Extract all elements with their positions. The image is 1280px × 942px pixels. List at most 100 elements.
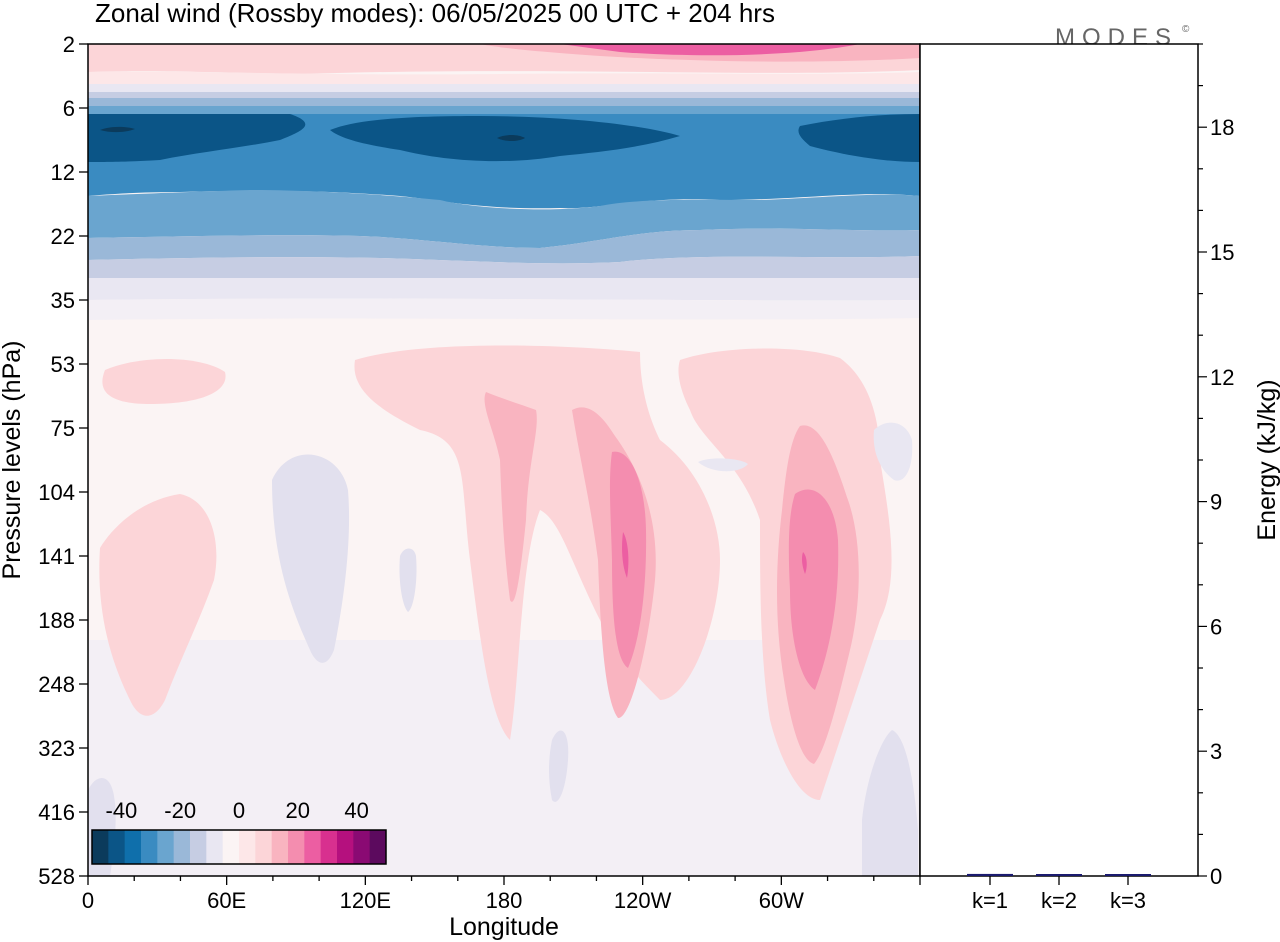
blob-neg-323-180 [549, 730, 569, 802]
colorbar-swatch [320, 830, 338, 864]
colorbar-swatch [124, 830, 142, 864]
band-jet-max-2 [497, 135, 525, 141]
band-strat-neg-1 [88, 84, 920, 92]
band-strat-neg-2 [88, 92, 920, 98]
band-strat-neg-6 [88, 228, 920, 264]
colorbar-swatch [353, 830, 371, 864]
y2-tick-label: 15 [1210, 240, 1234, 265]
x-tick-label: 60W [759, 888, 804, 913]
y-tick-label: 75 [51, 416, 75, 441]
y2-tick-label: 0 [1210, 864, 1222, 889]
blob-pos-max-120w [622, 532, 629, 578]
band-jet-core [88, 114, 306, 162]
energy-axis: 0 3 6 9 12 15 18 [1198, 43, 1234, 889]
colorbar-swatch [141, 830, 158, 864]
colorbar-swatch [222, 830, 240, 864]
energy-bar [1036, 874, 1082, 876]
band-jet-max-1 [100, 126, 135, 133]
band-strat-pos-3 [560, 44, 860, 56]
energy-category-label: k=1 [972, 888, 1008, 913]
energy-category-label: k=3 [1110, 888, 1146, 913]
y2-tick-label: 9 [1210, 490, 1222, 515]
colorbar-swatch [108, 830, 126, 864]
y-tick-label: 141 [38, 544, 75, 569]
y2-axis-label: Energy (kJ/kg) [1253, 379, 1280, 540]
colorbar-tick-label: 40 [344, 798, 368, 823]
blob-pos-mid-180 [484, 392, 537, 602]
band-strat-neg-5 [88, 190, 920, 248]
colorbar: -40 -20 0 20 40 [91, 798, 387, 865]
zonal-wind-contour-field [87, 43, 921, 877]
energy-panel: k=1 k=2 k=3 0 3 6 9 12 15 18 [919, 43, 1234, 913]
blob-neg-75-far-east [873, 422, 913, 481]
x-tick-label: 120W [614, 888, 672, 913]
colorbar-swatch [288, 830, 305, 864]
colorbar-frame [91, 829, 387, 865]
colorbar-swatch [369, 830, 387, 864]
colorbar-swatch [271, 830, 289, 864]
energy-bar [967, 873, 1013, 876]
band-strat-neg-7 [88, 256, 920, 278]
y2-tick-label: 18 [1210, 115, 1234, 140]
x-tick-label: 0 [82, 888, 94, 913]
energy-category-label: k=2 [1041, 888, 1077, 913]
y-axis-label: Pressure levels (hPa) [0, 341, 26, 580]
x-axis: 0 60E 120E 180 120W 60W [82, 876, 921, 913]
x-tick-label: 60E [207, 888, 246, 913]
x-axis-label: Longitude [449, 913, 559, 941]
colorbar-swatch [206, 830, 224, 864]
band-jet-core-3 [798, 114, 920, 162]
colorbar-tick-label: -20 [164, 798, 196, 823]
x-tick-label: 180 [486, 888, 523, 913]
colorbar-swatch [337, 830, 354, 864]
energy-frame [919, 43, 1199, 877]
blob-pos-53-west [102, 358, 226, 404]
y-axis: 2 6 12 22 35 53 75 104 141 188 248 323 416 528 [38, 32, 88, 889]
blob-pos-strong-60w [788, 489, 839, 690]
energy-bar [1105, 874, 1151, 876]
y-tick-label: 416 [38, 800, 75, 825]
y-tick-label: 528 [38, 864, 75, 889]
blob-neg-75-east [698, 458, 748, 472]
colorbar-swatch [304, 830, 322, 864]
blob-neg-120e-small [399, 548, 417, 612]
blob-pos-141-west [99, 494, 217, 716]
y-tick-label: 53 [51, 352, 75, 377]
blob-neg-60e [272, 454, 350, 663]
band-jet-outer [88, 114, 920, 209]
band-strat-neg-3 [88, 98, 920, 106]
colorbar-swatch [255, 830, 273, 864]
y-tick-label: 188 [38, 608, 75, 633]
y2-tick-label: 3 [1210, 739, 1222, 764]
energy-bars [967, 873, 1151, 876]
band-strat-neutral [88, 71, 920, 84]
y-tick-label: 12 [51, 160, 75, 185]
colorbar-swatch [157, 830, 175, 864]
colorbar-swatch [190, 830, 207, 864]
band-strat-neg-4 [88, 106, 920, 114]
y-tick-label: 104 [38, 480, 75, 505]
colorbar-tick-label: -40 [106, 798, 138, 823]
brand-mark: © [1182, 24, 1190, 35]
y2-tick-label: 6 [1210, 614, 1222, 639]
blob-pos-max-60w [801, 552, 807, 574]
colorbar-tick-label: 20 [286, 798, 310, 823]
colorbar-swatch [173, 830, 191, 864]
y-tick-label: 323 [38, 736, 75, 761]
y-tick-label: 6 [63, 96, 75, 121]
colorbar-swatch [239, 830, 256, 864]
blob-neg-416-east [862, 730, 918, 876]
y2-tick-label: 12 [1210, 365, 1234, 390]
colorbar-swatch [92, 830, 109, 864]
chart-title: Zonal wind (Rossby modes): 06/05/2025 00… [95, 0, 775, 28]
energy-category-labels: k=1 k=2 k=3 [972, 876, 1146, 913]
y-tick-label: 248 [38, 672, 75, 697]
y-tick-label: 2 [63, 32, 75, 57]
colorbar-tick-label: 0 [233, 798, 245, 823]
y-tick-label: 22 [51, 224, 75, 249]
band-strat-neutral-2 [88, 298, 920, 320]
band-strat-neg-8 [88, 278, 920, 301]
x-tick-label: 120E [340, 888, 391, 913]
y-tick-label: 35 [51, 288, 75, 313]
